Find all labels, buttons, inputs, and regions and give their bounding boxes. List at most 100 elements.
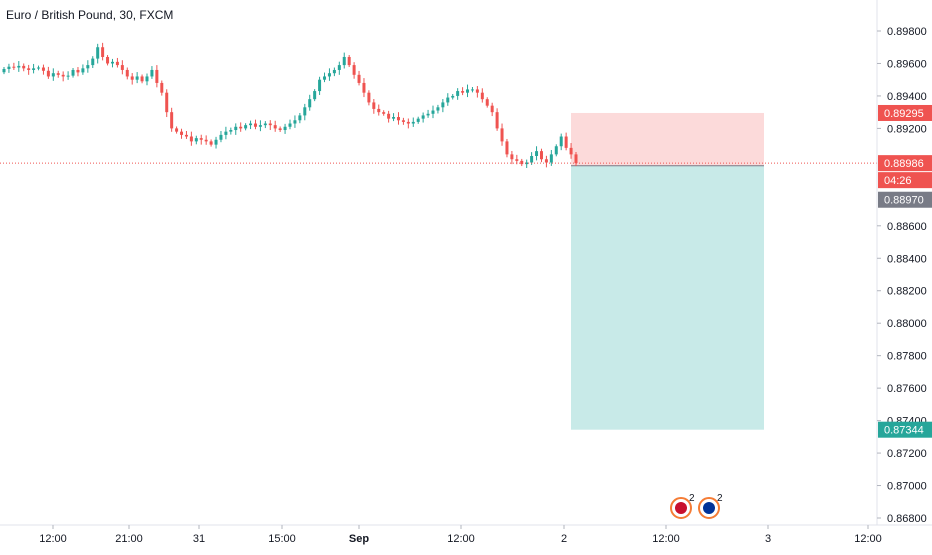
candle-body	[382, 112, 386, 114]
candle-body	[392, 117, 396, 119]
candle-body	[564, 136, 568, 148]
candle-body	[303, 107, 307, 116]
candle-body	[96, 47, 100, 59]
candle-body	[357, 74, 361, 83]
candle-body	[253, 123, 257, 127]
candle-body	[288, 123, 292, 127]
candle-body	[372, 102, 376, 109]
eu-flag-event-icon[interactable]: 2	[698, 493, 723, 519]
candle-body	[184, 134, 188, 137]
x-tick-label: 2	[561, 533, 567, 545]
candle-body	[244, 125, 248, 129]
candle-body	[377, 108, 381, 113]
candle-body	[530, 155, 534, 163]
eu-event-count: 2	[717, 493, 723, 504]
candle-body	[559, 136, 563, 147]
candle-body	[135, 76, 139, 80]
candle-body	[367, 92, 371, 103]
candle-body	[66, 75, 70, 77]
candle-body	[120, 65, 124, 70]
candle-body	[396, 117, 400, 121]
candle-body	[37, 67, 41, 69]
y-tick-label: 0.89200	[887, 123, 927, 135]
stop-price-label-bg	[878, 104, 932, 121]
candle-body	[426, 113, 430, 116]
candle-body	[56, 73, 60, 75]
candle-body	[140, 76, 144, 82]
candle-body	[32, 68, 36, 70]
position-zones[interactable]	[571, 112, 764, 430]
y-tick-label: 0.89800	[887, 26, 927, 38]
candle-body	[298, 115, 302, 121]
y-tick-label: 0.88400	[887, 253, 927, 265]
candle-body	[421, 115, 425, 119]
y-tick-label: 0.87600	[887, 383, 927, 395]
candle-body	[441, 102, 445, 108]
candle-body	[327, 73, 331, 77]
candle-body	[175, 128, 179, 132]
target-price-label-bg	[878, 421, 932, 438]
candle-body	[411, 121, 415, 124]
candle-body	[554, 146, 558, 155]
candle-body	[209, 141, 213, 145]
candle-body	[214, 139, 218, 145]
candle-body	[273, 125, 277, 129]
candle-body	[500, 128, 504, 142]
symbol-title[interactable]: Euro / British Pound, 30, FXCM	[6, 8, 174, 22]
x-tick-label: 12:00	[854, 533, 882, 545]
candle-body	[574, 154, 578, 164]
uk-event-count: 2	[689, 493, 695, 504]
candle-body	[520, 160, 524, 165]
stop-loss-zone	[571, 112, 764, 166]
candle-body	[470, 89, 474, 91]
candle-body	[451, 95, 455, 98]
x-tick-label: 12:00	[652, 533, 680, 545]
candle-body	[51, 73, 55, 77]
candle-body	[17, 65, 21, 68]
candle-body	[239, 126, 243, 129]
candle-body	[199, 138, 203, 140]
candle-body	[362, 82, 366, 93]
candle-body	[130, 76, 134, 80]
candle-body	[22, 65, 26, 69]
candle-body	[194, 138, 198, 142]
candle-body	[229, 130, 233, 132]
x-tick-label: Sep	[349, 533, 369, 545]
y-tick-label: 0.87000	[887, 481, 927, 493]
entry-price-label-bg	[878, 191, 932, 208]
candle-body	[535, 151, 539, 156]
candle-body	[150, 69, 154, 77]
candle-body	[61, 74, 65, 77]
candle-body	[27, 68, 31, 70]
candle-body	[446, 97, 450, 103]
y-tick-label: 0.87800	[887, 351, 927, 363]
target-price-label: 0.87344	[884, 425, 924, 437]
candle-body	[155, 69, 159, 83]
candle-body	[263, 123, 267, 126]
candle-body	[278, 128, 282, 131]
candle-body	[510, 154, 514, 160]
y-tick-label: 0.88000	[887, 318, 927, 330]
candle-body	[308, 99, 312, 108]
candle-body	[115, 61, 119, 66]
candles	[2, 42, 578, 169]
candle-body	[71, 69, 75, 76]
candle-body	[416, 118, 420, 122]
candle-body	[337, 65, 341, 70]
candle-body	[313, 91, 317, 100]
candle-body	[485, 99, 489, 106]
candle-body	[406, 121, 410, 124]
candle-body	[569, 147, 573, 155]
candle-body	[81, 68, 85, 73]
stop-price-label: 0.89295	[884, 108, 924, 120]
y-tick-label: 0.89600	[887, 58, 927, 70]
candle-body	[101, 47, 105, 57]
uk-flag-event-icon[interactable]: 2	[670, 493, 695, 519]
candle-body	[342, 56, 346, 66]
candle-body	[76, 69, 80, 73]
candle-body	[549, 154, 553, 163]
